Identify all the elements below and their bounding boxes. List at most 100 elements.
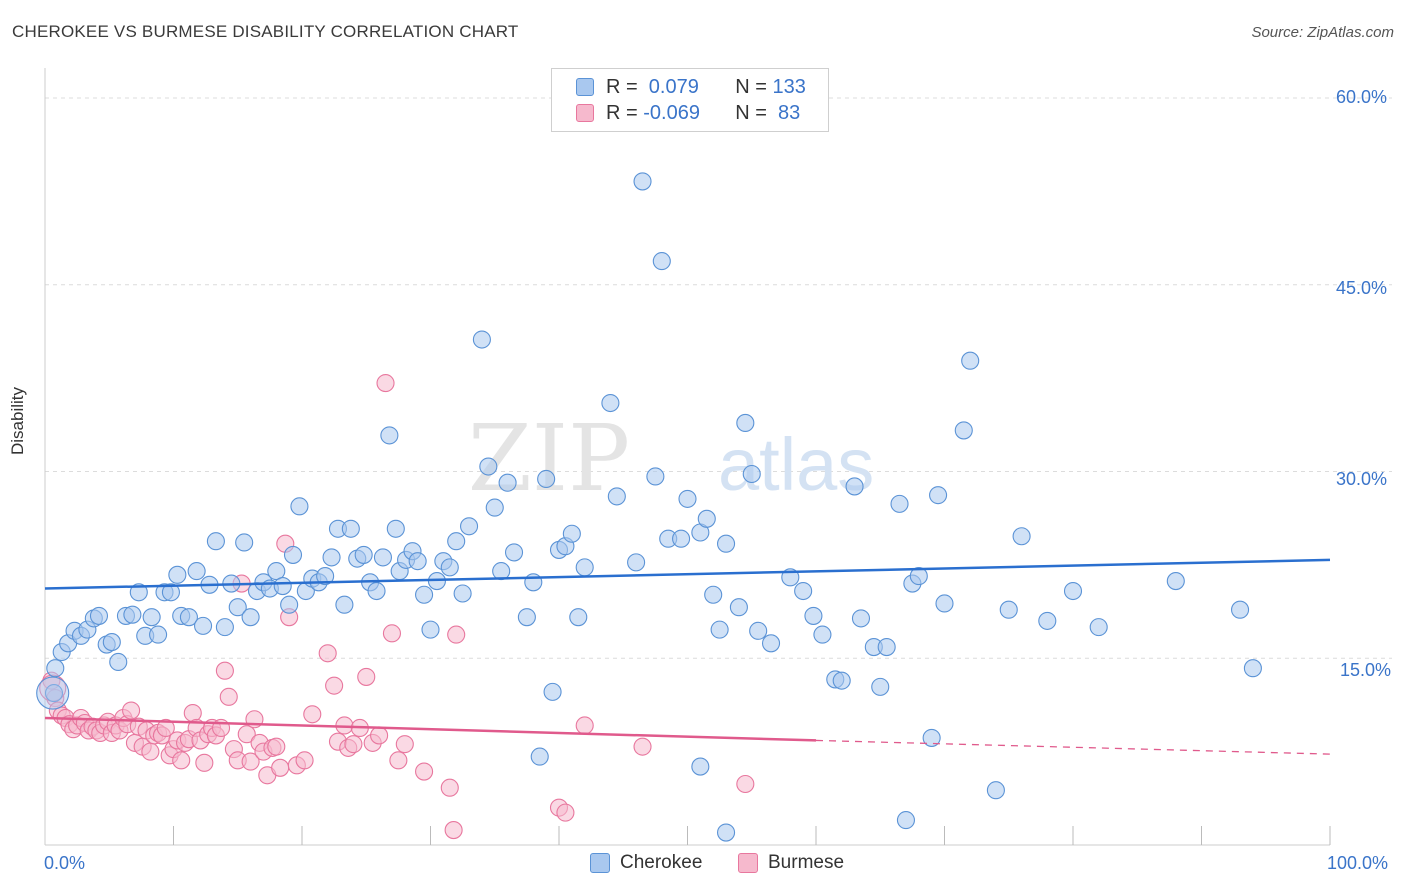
burmese-trend-line [44,716,817,742]
burmese-point [271,758,290,777]
cherokee-point [267,562,286,581]
cherokee-point [421,620,440,639]
burmese-point [736,774,755,794]
legend-n-value: 83 [772,101,801,124]
cherokee-point [179,608,198,627]
burmese-point [295,751,314,770]
cherokee-point [678,489,697,508]
cherokee-point [322,548,341,567]
cherokee-point [109,652,128,672]
burmese-point [172,751,191,770]
burmese-point [556,803,575,822]
trend-lines [44,558,1331,755]
cherokee-point [794,581,813,601]
burmese-swatch [738,853,758,873]
cherokee-point [517,608,536,627]
cherokee-point [871,677,890,696]
cherokee-point [851,609,871,628]
burmese-points [39,374,755,840]
cherokee-point [187,562,206,581]
cherokee-point [1089,618,1108,637]
y-tick-label-60: 60.0% [1336,87,1388,107]
cherokee-point [909,567,928,586]
cherokee-swatch [576,78,594,96]
cherokee-point [652,252,671,271]
cherokee-point [194,616,213,635]
cherokee-point [367,581,386,601]
burmese-point [303,705,322,724]
burmese-point [141,742,160,761]
cherokee-point [813,625,832,644]
stats-legend: R = 0.079 N = 133 R = -0.069 N = 83 [551,68,829,132]
cherokee-point [697,509,716,528]
burmese-point [370,726,389,745]
cherokee-point [761,634,781,653]
cherokee-point [935,594,954,613]
cherokee-point [447,532,466,551]
cherokee-point [562,524,581,543]
bottom-legend-burmese[interactable]: Burmese [738,852,844,874]
burmese-point [447,625,466,644]
cherokee-point [569,608,588,627]
burmese-point [440,778,459,797]
cherokee-point [1243,659,1262,678]
cherokee-point [290,497,309,516]
cherokee-point [373,548,393,567]
burmese-point [267,737,286,756]
cherokee-point [716,534,736,553]
cherokee-point [354,545,373,564]
cherokee-point [380,426,399,445]
cherokee-point [749,621,768,640]
cherokee-point [168,565,187,584]
cherokee-point [228,598,247,617]
cherokee-point [498,473,517,492]
cherokee-point [575,558,594,577]
cherokee-point [206,532,225,551]
cherokee-point [633,172,652,191]
cherokee-point [485,498,504,517]
burmese-point [241,752,260,771]
bottom-legend-cherokee[interactable]: Cherokee [590,852,702,874]
cherokee-swatch [590,853,610,873]
burmese-point [215,661,234,680]
watermark-zip: ZIP [468,405,630,512]
legend-r-value: 0.079 [643,75,699,98]
cherokee-point [832,671,851,690]
burmese-point [195,753,214,772]
cherokee-points [36,172,1262,842]
burmese-point [415,762,434,781]
legend-n-value: 133 [772,75,806,98]
cherokee-point [440,558,459,577]
burmese-point [318,644,337,663]
cherokee-point [877,637,896,657]
cherokee-point [335,595,354,614]
cherokee-point [922,728,941,747]
cherokee-point [142,608,161,627]
cherokee-point [235,533,254,552]
cherokee-point [123,605,142,624]
cherokee-point [1012,527,1031,546]
cherokee-point [543,682,562,701]
y-tick-label-15: 15.0% [1340,660,1392,680]
cherokee-point [273,576,292,596]
cherokee-point [986,781,1005,800]
cherokee-point [504,543,524,562]
cherokee-point [459,517,479,536]
burmese-point [325,676,344,695]
burmese-point [389,751,408,770]
cherokee-point [890,494,909,513]
cherokee-point [954,421,973,440]
source-label: Source: ZipAtlas.com [1251,24,1394,41]
grid-lines [45,97,1392,659]
cherokee-point [46,659,65,678]
cherokee-point [961,351,980,370]
legend-n-label: N = [735,101,773,124]
cherokee-point [601,393,620,413]
axes [44,68,1331,846]
cherokee-point [280,595,299,614]
legend-r-value: -0.069 [643,101,700,124]
cherokee-point [386,519,405,538]
cherokee-point [161,583,180,602]
cherokee-point [241,608,260,627]
burmese-point [219,687,238,706]
